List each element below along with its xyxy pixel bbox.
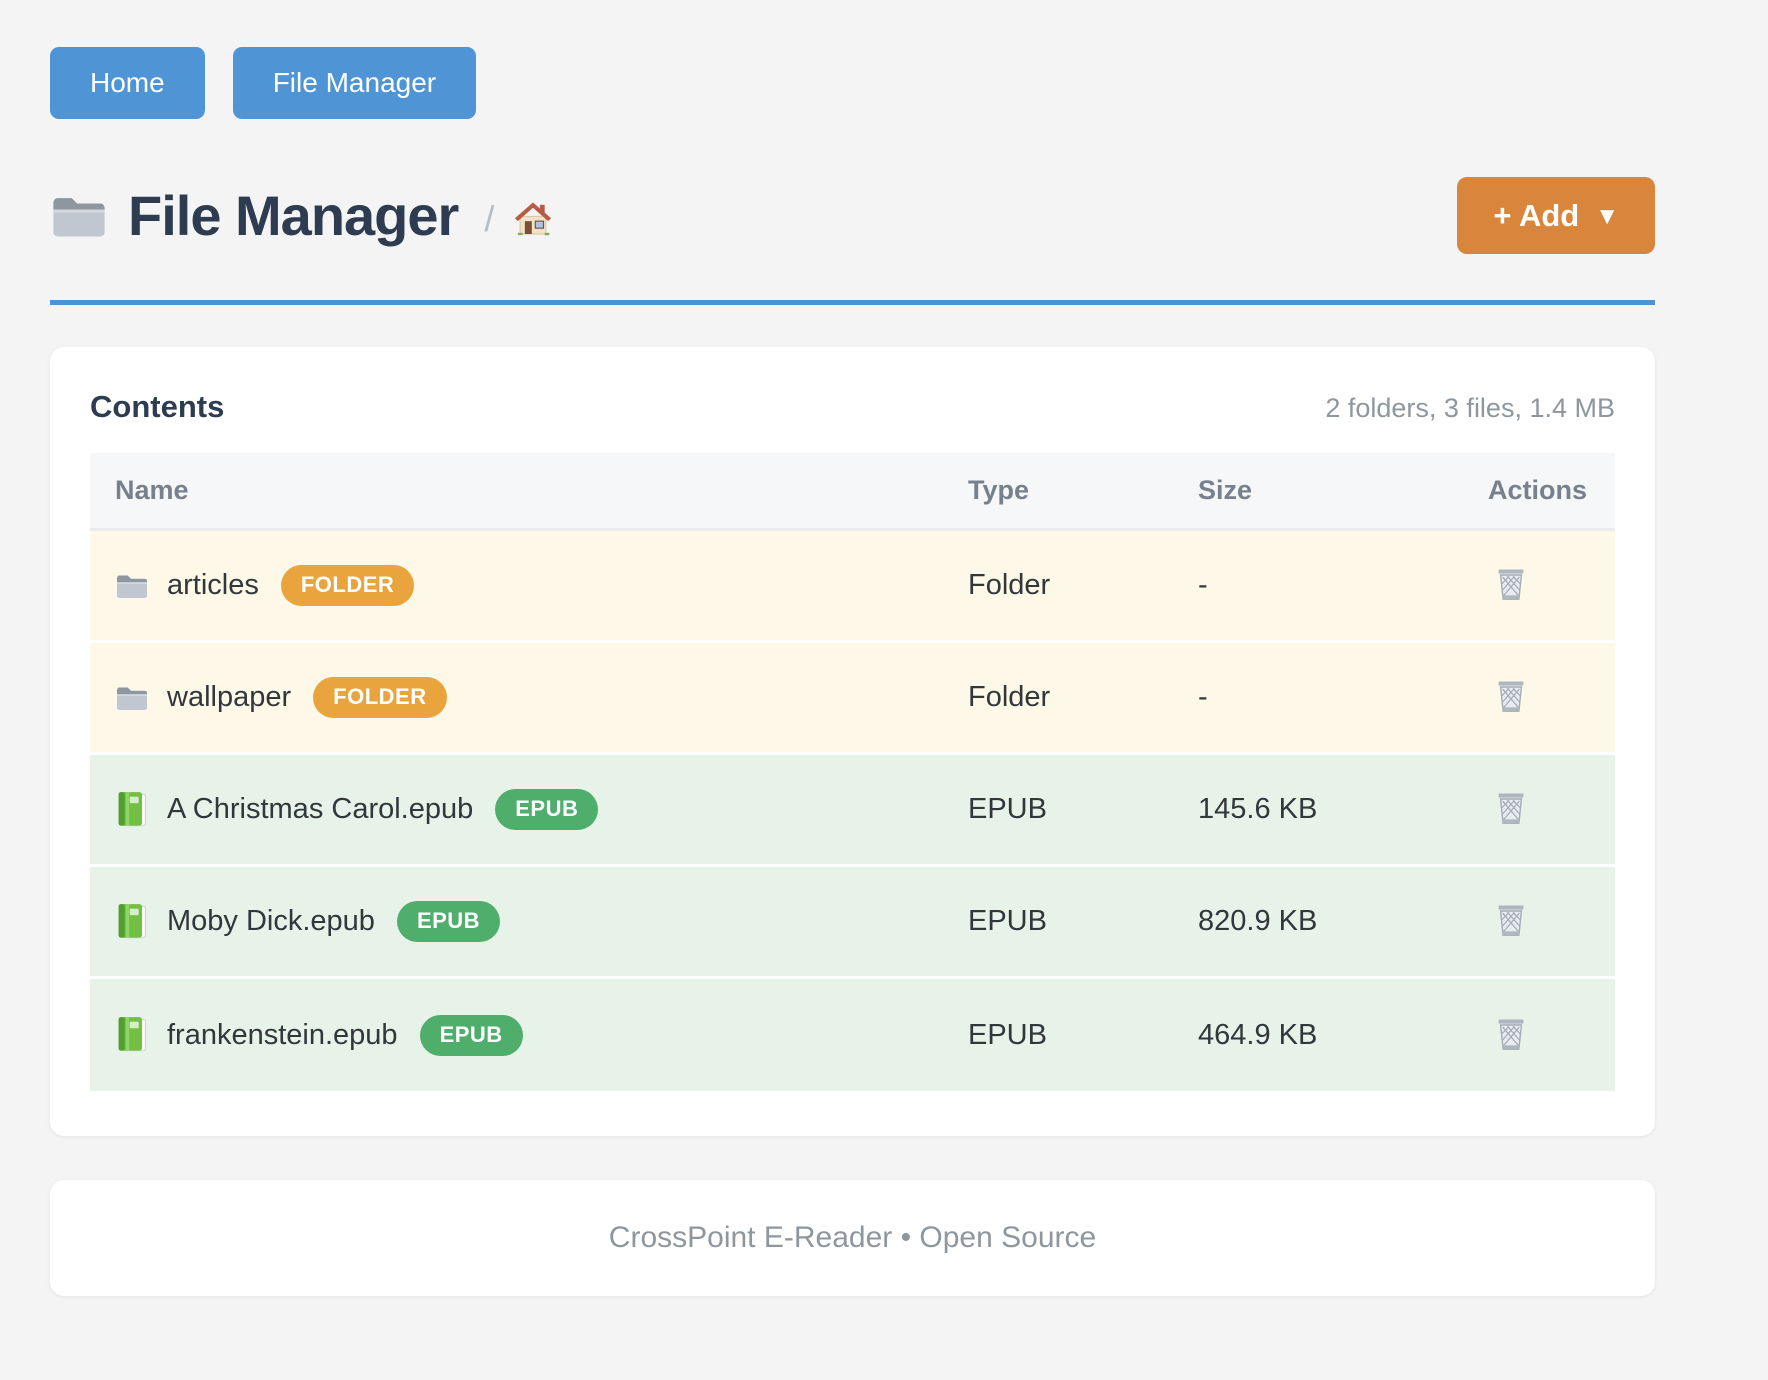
file-name-link[interactable]: wallpaper <box>167 681 292 713</box>
top-nav: Home File Manager <box>50 0 1655 119</box>
size-cell: 464.9 KB <box>1198 1018 1318 1051</box>
table-header-row: Name Type Size Actions <box>90 453 1615 531</box>
book-icon <box>115 1016 149 1054</box>
trash-icon <box>1494 902 1528 941</box>
table-row[interactable]: A Christmas Carol.epub EPUB EPUB 145.6 K… <box>90 755 1615 867</box>
column-header-actions: Actions <box>1488 475 1588 505</box>
footer-text: CrossPoint E-Reader • Open Source <box>608 1221 1097 1254</box>
name-cell: articles FOLDER <box>90 565 968 606</box>
type-cell: EPUB <box>968 793 1047 825</box>
file-name-link[interactable]: A Christmas Carol.epub <box>167 793 474 825</box>
type-cell: EPUB <box>968 1018 1047 1051</box>
delete-button[interactable] <box>1494 1016 1528 1055</box>
breadcrumb-separator: / <box>484 197 495 239</box>
file-name-link[interactable]: frankenstein.epub <box>167 1018 398 1051</box>
delete-button[interactable] <box>1494 902 1528 941</box>
actions-cell <box>1488 790 1615 829</box>
file-name-link[interactable]: articles <box>167 569 259 601</box>
delete-button[interactable] <box>1494 790 1528 829</box>
card-header: Contents 2 folders, 3 files, 1.4 MB <box>90 389 1615 425</box>
folder-icon <box>115 684 149 712</box>
folder-icon <box>115 572 149 600</box>
trash-icon <box>1494 566 1528 605</box>
file-name-link[interactable]: Moby Dick.epub <box>167 905 375 937</box>
nav-home-button[interactable]: Home <box>50 47 205 119</box>
table-row[interactable]: frankenstein.epub EPUB EPUB 464.9 KB <box>90 979 1615 1091</box>
actions-cell <box>1488 1016 1615 1055</box>
delete-button[interactable] <box>1494 678 1528 717</box>
actions-cell <box>1488 902 1615 941</box>
delete-button[interactable] <box>1494 566 1528 605</box>
book-icon <box>115 903 149 941</box>
chevron-down-icon: ▼ <box>1595 203 1619 230</box>
contents-summary: 2 folders, 3 files, 1.4 MB <box>1325 393 1615 423</box>
trash-icon <box>1494 1016 1528 1055</box>
file-manager-page: Home File Manager File Manager / + Add ▼… <box>50 0 1655 1296</box>
column-header-size: Size <box>1198 475 1253 505</box>
footer: CrossPoint E-Reader • Open Source <box>50 1180 1655 1296</box>
name-cell: Moby Dick.epub EPUB <box>90 901 968 942</box>
page-title-group: File Manager / <box>50 183 554 248</box>
page-title: File Manager <box>128 184 459 247</box>
size-cell: 820.9 KB <box>1198 905 1318 937</box>
name-cell: A Christmas Carol.epub EPUB <box>90 789 968 830</box>
name-cell: wallpaper FOLDER <box>90 677 968 718</box>
table-row[interactable]: wallpaper FOLDER Folder - <box>90 643 1615 755</box>
file-table: Name Type Size Actions articles FOLDER F… <box>90 453 1615 1091</box>
column-header-type: Type <box>968 475 1030 505</box>
type-cell: Folder <box>968 681 1051 713</box>
contents-card: Contents 2 folders, 3 files, 1.4 MB Name… <box>50 347 1655 1136</box>
actions-cell <box>1488 678 1615 717</box>
type-badge: EPUB <box>396 901 501 942</box>
size-cell: - <box>1198 569 1208 601</box>
trash-icon <box>1494 790 1528 829</box>
type-badge: FOLDER <box>313 677 447 718</box>
card-title: Contents <box>90 389 225 424</box>
actions-cell <box>1488 566 1615 605</box>
nav-file-manager-button[interactable]: File Manager <box>232 47 477 119</box>
type-badge: FOLDER <box>280 565 415 606</box>
column-header-name: Name <box>115 475 189 505</box>
home-icon[interactable] <box>512 199 554 241</box>
size-cell: 145.6 KB <box>1198 793 1318 825</box>
table-body: articles FOLDER Folder - wallpaper FOLDE… <box>90 531 1615 1091</box>
type-badge: EPUB <box>495 789 599 830</box>
name-cell: frankenstein.epub EPUB <box>90 1014 968 1056</box>
title-underline <box>50 300 1655 305</box>
table-row[interactable]: Moby Dick.epub EPUB EPUB 820.9 KB <box>90 867 1615 979</box>
add-button-label: + Add <box>1493 197 1580 233</box>
book-icon <box>115 791 149 829</box>
size-cell: - <box>1198 681 1208 713</box>
trash-icon <box>1494 678 1528 717</box>
type-cell: EPUB <box>968 905 1047 937</box>
type-badge: EPUB <box>419 1014 523 1056</box>
folder-icon <box>50 192 108 240</box>
type-cell: Folder <box>968 569 1051 601</box>
page-header: File Manager / + Add ▼ <box>50 177 1655 254</box>
add-button[interactable]: + Add ▼ <box>1457 177 1655 254</box>
table-row[interactable]: articles FOLDER Folder - <box>90 531 1615 643</box>
